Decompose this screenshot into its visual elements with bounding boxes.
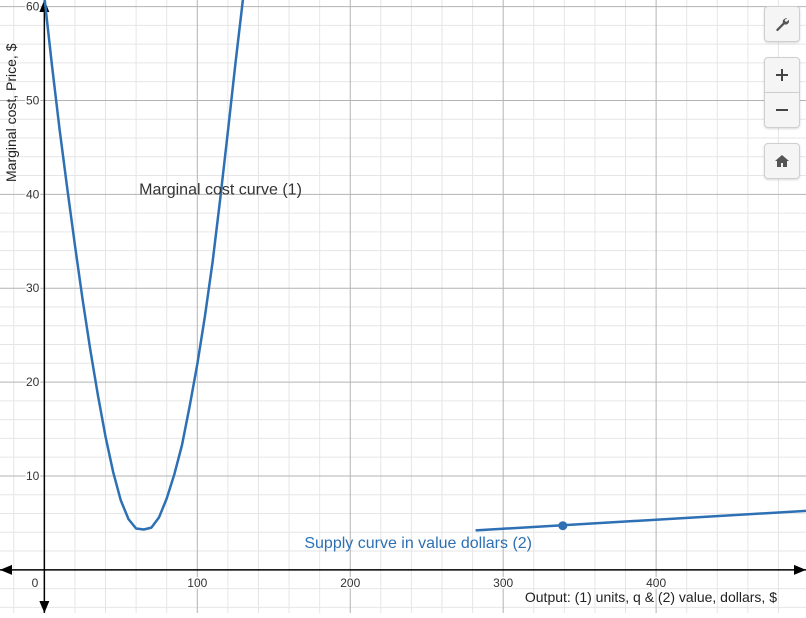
y-tick-label: 40	[26, 187, 40, 201]
graph-toolbar	[764, 6, 800, 179]
x-tick-label: 400	[646, 576, 666, 590]
curve-labels: Marginal cost curve (1) Supply curve in v…	[139, 181, 532, 552]
marginal-cost-curve	[43, 0, 245, 531]
y-axis-label: Marginal cost, Price, $	[3, 43, 19, 182]
y-tick-label: 60	[26, 0, 40, 14]
marginal-cost-curve-label: Marginal cost curve (1)	[139, 181, 302, 198]
origin-tick-label: 0	[32, 576, 39, 590]
zoom-in-button[interactable]	[764, 57, 800, 92]
zoom-out-button[interactable]	[764, 92, 800, 128]
default-viewport-button[interactable]	[764, 143, 800, 179]
tick-labels: 100 200 300 400 10 20 30 40 50 60 0	[24, 0, 667, 591]
x-tick-label: 200	[340, 576, 360, 590]
x-axis-arrow-right	[794, 564, 806, 575]
plus-icon	[776, 69, 788, 81]
x-tick-label: 100	[187, 576, 207, 590]
y-tick-label: 10	[26, 469, 40, 483]
supply-curve	[475, 509, 806, 532]
home-icon	[775, 155, 789, 167]
supply-curve-point	[558, 521, 568, 531]
y-tick-label: 20	[26, 375, 40, 389]
minus-icon	[776, 109, 788, 111]
x-axis-label: Output: (1) units, q & (2) value, dollar…	[525, 589, 777, 605]
graph-settings-button[interactable]	[764, 6, 800, 42]
wrench-icon	[776, 18, 790, 32]
x-axis-arrow-left	[0, 564, 12, 575]
y-tick-label: 30	[26, 281, 40, 295]
supply-curve-label: Supply curve in value dollars (2)	[304, 535, 532, 552]
x-tick-label: 300	[493, 576, 513, 590]
curves	[43, 0, 806, 532]
y-axis-arrow-down	[39, 601, 50, 613]
y-tick-label: 50	[26, 93, 40, 107]
